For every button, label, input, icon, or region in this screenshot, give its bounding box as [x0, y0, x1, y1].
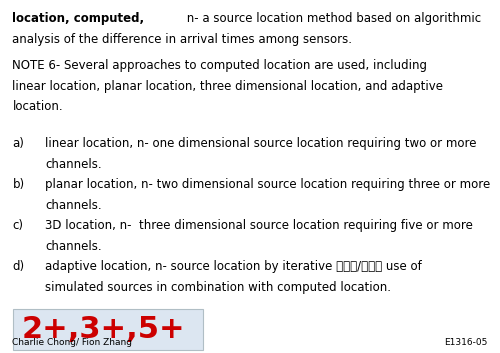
Text: adaptive location, n- source location by iterative 反复的/迭代的 use of: adaptive location, n- source location by… [45, 260, 422, 273]
Text: location, computed,: location, computed, [12, 12, 144, 25]
Text: c): c) [12, 219, 24, 232]
Text: d): d) [12, 260, 24, 273]
Text: analysis of the difference in arrival times among sensors.: analysis of the difference in arrival ti… [12, 33, 352, 46]
Text: b): b) [12, 178, 24, 191]
Text: a): a) [12, 137, 24, 150]
Text: linear location, n- one dimensional source location requiring two or more: linear location, n- one dimensional sour… [45, 137, 476, 150]
Text: simulated sources in combination with computed location.: simulated sources in combination with co… [45, 281, 391, 294]
Text: planar location, n- two dimensional source location requiring three or more: planar location, n- two dimensional sour… [45, 178, 490, 191]
Text: channels.: channels. [45, 240, 102, 253]
FancyBboxPatch shape [12, 309, 202, 350]
Text: 3D location, n-  three dimensional source location requiring five or more: 3D location, n- three dimensional source… [45, 219, 473, 232]
Text: E1316-05: E1316-05 [444, 338, 488, 347]
Text: channels.: channels. [45, 199, 102, 212]
Text: location.: location. [12, 100, 63, 113]
Text: n- a source location method based on algorithmic: n- a source location method based on alg… [183, 12, 481, 25]
Text: channels.: channels. [45, 158, 102, 171]
Text: linear location, planar location, three dimensional location, and adaptive: linear location, planar location, three … [12, 80, 444, 93]
Text: Charlie Chong/ Fion Zhang: Charlie Chong/ Fion Zhang [12, 338, 132, 347]
Text: 2+,3+,5+: 2+,3+,5+ [22, 315, 185, 344]
Text: NOTE 6- Several approaches to computed location are used, including: NOTE 6- Several approaches to computed l… [12, 59, 428, 72]
